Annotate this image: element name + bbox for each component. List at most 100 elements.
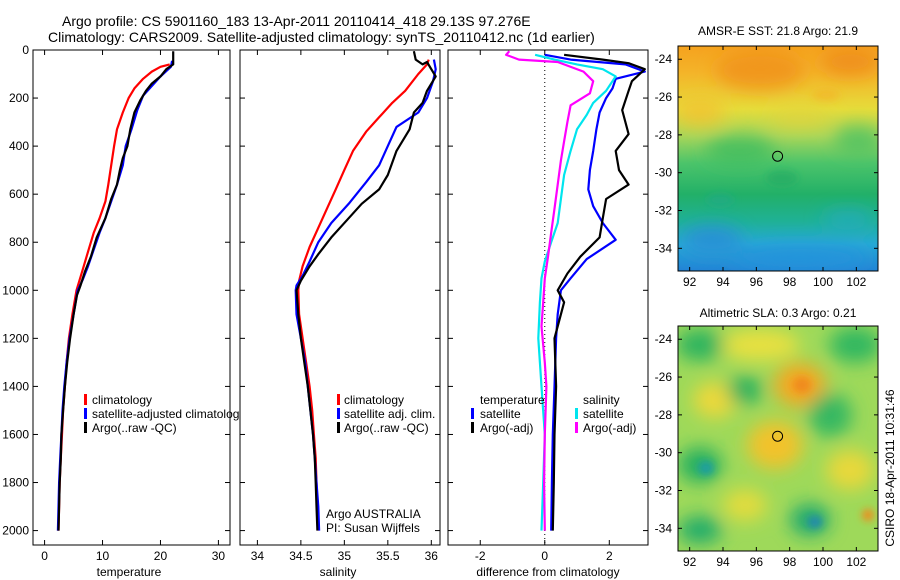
sla-blob [727,376,763,404]
x-tick-label: 0 [541,549,548,563]
panel-difference-legend: temperature satellite Argo(-adj) salinit… [471,393,636,435]
map-sla-frame [677,325,879,552]
panel-difference-frame [447,49,649,546]
x-tick-label: 102 [846,555,866,569]
panel-temperature-ticks: 0 10 20 30 0 200 400 600 800 1000 1200 1400 1600 1800… [2,43,230,563]
series-line-salinity-satellite [534,53,617,531]
panel-difference: -2 0 2 temperature satellite Argo(-adj) sa… [447,49,649,579]
legend-label-sal-satellite: satellite [583,407,624,421]
map-sst-ticks: 92 94 96 98 100 102 -24 -26 -28 -30 -32 -34 [655,46,878,289]
y-tick-label: -34 [655,241,673,255]
panel-temperature-xlabel: temperature [97,565,162,579]
x-tick-label: 98 [783,555,797,569]
y-tick-label: -32 [655,203,673,217]
y-tick-label: -26 [655,370,673,384]
legend-swatch-climatology [337,394,340,405]
sla-blob [826,450,874,490]
sla-texture [678,327,878,544]
y-tick-label: 1800 [2,476,29,490]
x-tick-label: 0 [41,549,48,563]
series-line-argo-raw-qc- [57,51,175,531]
legend-label-sal-argo: Argo(-adj) [583,421,636,435]
x-tick-label: 10 [96,549,110,563]
legend-swatch-sal-argo [575,422,578,433]
legend-swatch-climatology [84,394,87,405]
credit-text: CSIRO 18-Apr-2011 10:31:46 [883,389,897,547]
sst-blob [705,136,775,164]
sst-blob [678,98,725,126]
x-tick-label: 35.5 [376,549,400,563]
legend-label-climatology: climatology [344,393,404,407]
legend-label-satellite-adj: satellite adj. clim. [344,407,435,421]
panel-temperature-frame [32,49,231,546]
y-tick-label: 200 [9,91,29,105]
legend-swatch-satellite-adjusted [84,408,87,419]
legend-label-temp-satellite: satellite [480,407,521,421]
sla-fine-texture [698,377,874,528]
sst-blob [822,210,874,230]
sla-blob [747,421,803,469]
x-tick-label: 30 [212,549,226,563]
legend-label-argo: Argo(..raw -QC) [344,421,429,435]
x-tick-label: 96 [750,555,764,569]
map-sla: Altimetric SLA: 0.3 Argo: 0.21 [655,306,879,569]
y-tick-label: -32 [655,483,673,497]
x-tick-label: 36 [425,549,439,563]
map-sst-field [678,46,878,271]
sla-blob [829,327,878,363]
map-sst-frame [677,45,879,272]
legend-swatch-sal-satellite [575,408,578,419]
argo-location-marker [772,430,784,442]
y-tick-label: 600 [9,187,29,201]
x-tick-label: 100 [813,275,833,289]
series-line-temperature-argo-adj- [551,53,646,531]
panel-difference-lines [505,50,646,531]
y-tick-label: -28 [655,128,673,142]
sst-blob [766,170,798,186]
x-tick-label: -2 [475,549,486,563]
sla-blob [720,329,800,361]
sst-fine-texture [706,89,840,206]
panel-salinity-frame [239,49,441,546]
x-tick-label: 94 [716,555,730,569]
x-tick-label: 92 [683,555,697,569]
map-sst-title: AMSR-E SST: 21.8 Argo: 21.9 [698,24,858,38]
x-tick-label: 34 [251,549,265,563]
y-tick-label: 1400 [2,379,29,393]
x-tick-label: 98 [783,275,797,289]
legend-label-argo: Argo(..raw -QC) [92,421,177,435]
panel-difference-ticks: -2 0 2 [448,49,648,563]
panel-salinity-xlabel: salinity [320,565,357,579]
x-tick-label: 20 [154,549,168,563]
x-tick-label: 2 [606,549,613,563]
sla-blob [793,377,811,393]
y-tick-label: 1200 [2,331,29,345]
y-tick-label: 800 [9,235,29,249]
x-tick-label: 102 [846,275,866,289]
y-tick-label: -28 [655,408,673,422]
y-tick-label: -26 [655,90,673,104]
y-tick-label: 1000 [2,283,29,297]
panel-salinity: 34 34.5 35 35.5 36 climatology satellite adj… [239,49,441,579]
map-sla-ticks: 92 94 96 98 100 102 -24 -26 -28 -30 -32 -34 [655,326,878,569]
legend-swatch-argo [84,422,87,433]
x-tick-label: 96 [750,275,764,289]
x-tick-label: 34.5 [289,549,313,563]
legend-swatch-argo [337,422,340,433]
y-tick-label: -34 [655,521,673,535]
sla-blob [678,329,724,361]
y-tick-label: 0 [22,43,29,57]
y-tick-label: -24 [655,332,673,346]
panel-temperature-lines [56,51,175,531]
annotation-line-1: Argo AUSTRALIA [326,507,421,521]
legend-label-satellite-adjusted: satellite-adjusted climatolog [92,407,239,421]
x-tick-label: 35 [338,549,352,563]
panel-temperature: 0 10 20 30 0 200 400 600 800 1000 1200 1400 1600 1800… [2,43,239,579]
series-line-climatology [57,63,170,531]
panel-salinity-legend: climatology satellite adj. clim. Argo(..… [337,393,435,435]
y-tick-label: -30 [655,446,673,460]
panel-temperature-legend: climatology satellite-adjusted climatolo… [84,393,239,435]
legend-swatch-temp-satellite [471,408,474,419]
x-tick-label: 94 [716,275,730,289]
